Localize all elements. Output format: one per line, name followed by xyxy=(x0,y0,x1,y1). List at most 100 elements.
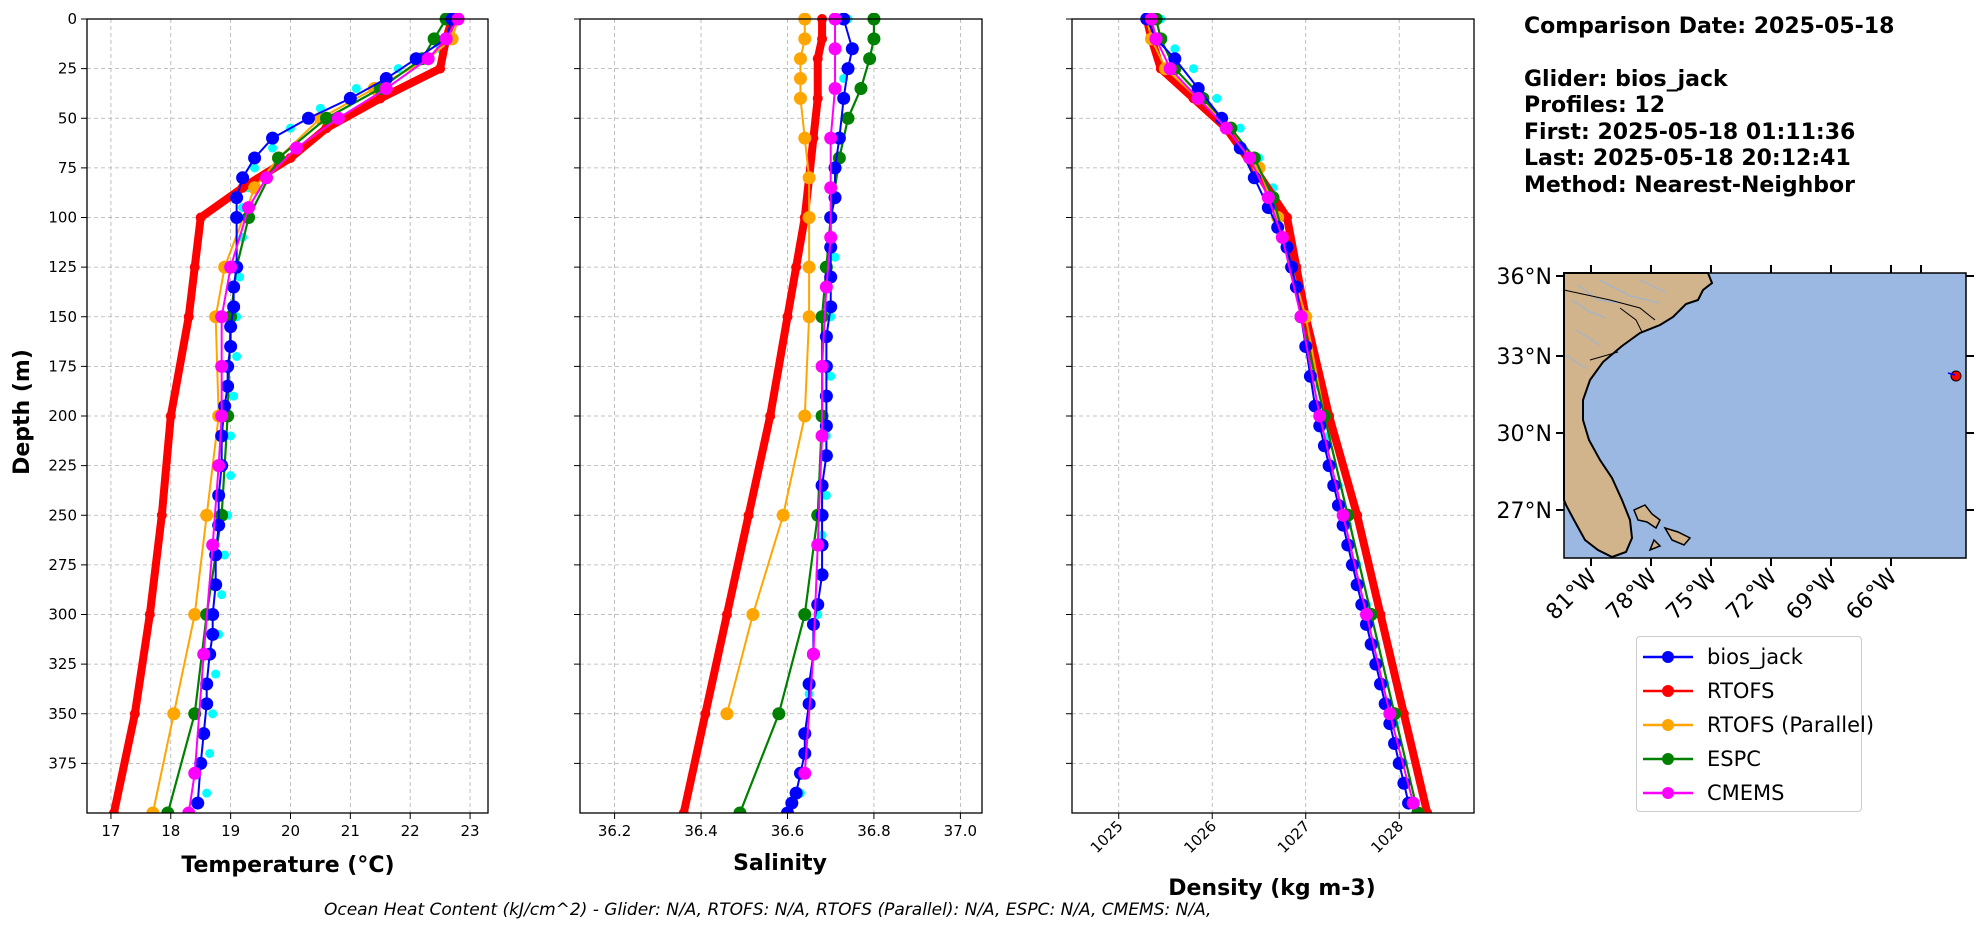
series-cmems-point xyxy=(819,280,833,294)
series-cmems-point xyxy=(224,260,238,274)
map-rivers xyxy=(1565,279,1666,369)
series-cmems-point xyxy=(798,766,812,780)
series-bios-jack-point xyxy=(194,756,208,770)
series-cmems-point xyxy=(1383,707,1397,721)
series-rtofs-parallel-point xyxy=(248,181,262,195)
profile-count: Profiles: 12 xyxy=(1524,93,1666,118)
series-bios-jack-point xyxy=(811,598,825,612)
series-bios-jack-point xyxy=(224,340,238,354)
series-bios-jack-point xyxy=(1215,111,1229,125)
series-cmems-point xyxy=(242,201,256,215)
map-lon-label: 69°W xyxy=(1782,564,1843,625)
series-bios-jack-point xyxy=(780,806,794,813)
series-cmems-point xyxy=(824,230,838,244)
series-espc-point xyxy=(319,111,333,125)
series-cmems-point xyxy=(1275,230,1289,244)
map-lon-label: 78°W xyxy=(1602,564,1663,625)
series-glider-profiles-point xyxy=(217,590,227,600)
series-bios-jack-line xyxy=(1145,18,1410,805)
y-tick-label: 350 xyxy=(48,705,77,723)
y-tick-label: 125 xyxy=(48,258,77,276)
legend-label: bios_jack xyxy=(1707,645,1803,669)
y-tick-label: 325 xyxy=(48,655,77,673)
series-cmems-point xyxy=(1243,151,1257,165)
series-glider-profiles-point xyxy=(250,163,260,173)
series-bios-jack-point xyxy=(1369,657,1383,671)
first-profile-time: First: 2025-05-18 01:11:36 xyxy=(1524,119,1856,145)
y-tick-label: 25 xyxy=(58,60,77,78)
series-rtofs-point xyxy=(156,510,167,521)
axes-frame xyxy=(1071,18,1475,814)
series-rtofs-point xyxy=(812,93,823,104)
x-tick-label: 1025 xyxy=(1087,817,1127,857)
series-cmems-point xyxy=(379,81,393,95)
series-cmems-point xyxy=(1359,608,1373,621)
series-bios-jack-point xyxy=(221,379,235,393)
x-tick-label: 17 xyxy=(101,822,120,840)
comparison-date: Comparison Date: 2025-05-18 xyxy=(1524,14,1895,39)
series-rtofs-point xyxy=(1398,708,1409,719)
series-cmems-point xyxy=(1219,121,1233,135)
series-rtofs-point xyxy=(700,708,711,719)
series-cmems-point xyxy=(182,806,196,813)
axes-frame xyxy=(579,18,983,814)
series-glider-profiles-point xyxy=(202,788,212,798)
series-glider-profiles-point xyxy=(351,83,361,93)
x-tick-label: 22 xyxy=(401,822,420,840)
series-cmems-point xyxy=(421,52,435,66)
series-group xyxy=(108,13,465,813)
x-tick-label: 1027 xyxy=(1274,817,1314,857)
series-rtofs-point xyxy=(791,262,802,273)
legend-label: ESPC xyxy=(1707,747,1761,771)
series-bios-jack-point xyxy=(197,727,211,741)
y-tick-label: 300 xyxy=(48,606,77,624)
series-bios-jack-point xyxy=(1364,637,1378,651)
series-bios-jack-point xyxy=(1327,478,1341,492)
info-panel: Comparison Date: 2025-05-18 Glider: bios… xyxy=(1524,14,1894,199)
series-rtofs-parallel-point xyxy=(802,171,816,185)
x-tick-label: 21 xyxy=(341,822,360,840)
series-glider-profiles-point xyxy=(220,550,230,560)
series-glider-profiles-point xyxy=(211,669,221,679)
series-cmems-point xyxy=(1336,508,1350,522)
series-glider-profiles-point xyxy=(235,272,245,282)
series-rtofs-parallel-point xyxy=(798,131,812,145)
series-glider-profiles-point xyxy=(205,748,215,758)
series-bios-jack-point xyxy=(837,91,851,105)
series-rtofs-parallel-point xyxy=(720,707,734,721)
legend: bios_jack RTOFS RTOFS (Parallel) ESPC CM… xyxy=(1636,636,1874,812)
y-tick-label: 0 xyxy=(67,10,77,28)
series-espc-point xyxy=(854,81,868,95)
series-rtofs-point xyxy=(189,262,200,273)
x-tick-label: 36.4 xyxy=(684,822,717,840)
series-cmems-point xyxy=(212,459,226,473)
series-bios-jack-point xyxy=(841,62,855,76)
map-state-borders xyxy=(1563,289,1656,361)
series-bios-jack-point xyxy=(206,627,220,641)
legend-swatch xyxy=(1643,651,1693,663)
series-rtofs-parallel-point xyxy=(793,72,807,86)
series-bios-jack-point xyxy=(1191,81,1205,95)
legend-label: CMEMS xyxy=(1707,781,1785,805)
series-espc-point xyxy=(819,260,833,274)
series-cmems-line xyxy=(1150,18,1415,805)
series-cmems-point xyxy=(289,141,303,155)
series-glider-profiles-point xyxy=(226,431,236,441)
series-cmems-point xyxy=(1163,62,1177,76)
series-rtofs-parallel-point xyxy=(798,32,812,46)
x-tick-label: 1026 xyxy=(1180,817,1220,857)
series-espc-point xyxy=(272,151,286,165)
series-espc-point xyxy=(772,707,786,721)
map-lat-label: 33°N xyxy=(1497,345,1552,370)
series-bios-jack-point xyxy=(785,796,799,810)
legend-swatch xyxy=(1643,719,1693,731)
series-rtofs-parallel-point xyxy=(802,310,816,324)
series-glider-profiles-point xyxy=(1189,64,1199,74)
map-lon-label: 75°W xyxy=(1662,564,1723,625)
interpolation-method: Method: Nearest-Neighbor xyxy=(1524,172,1855,198)
series-cmems-point xyxy=(1149,32,1163,46)
map-islands xyxy=(1633,504,1692,552)
series-bios-jack-point xyxy=(1341,538,1355,552)
series-rtofs-parallel-point xyxy=(798,409,812,423)
x-tick-label: 36.8 xyxy=(857,822,890,840)
